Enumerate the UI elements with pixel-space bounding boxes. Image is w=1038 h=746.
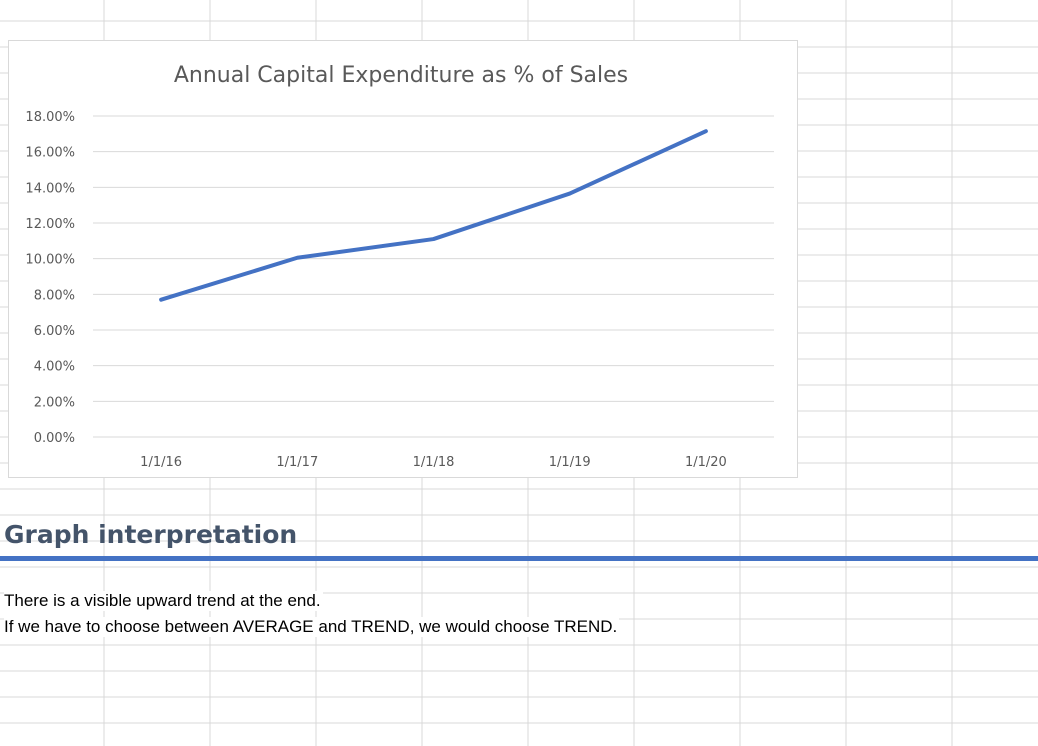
x-tick-label: 1/1/16 [140,455,182,470]
data-point [433,238,434,240]
y-tick-label: 10.00% [25,253,75,268]
x-tick-label: 1/1/17 [276,455,318,470]
y-tick-label: 0.00% [34,431,75,446]
chart-gridlines [93,115,774,438]
y-tick-label: 14.00% [25,181,75,196]
chart-container[interactable]: Annual Capital Expenditure as % of Sales… [8,40,798,478]
x-tick-label: 1/1/18 [413,455,455,470]
x-tick-label: 1/1/20 [685,455,727,470]
data-point [160,299,162,301]
y-tick-label: 4.00% [34,360,75,375]
y-tick-label: 2.00% [34,395,75,410]
y-tick-label: 6.00% [34,324,75,339]
y-tick-label: 18.00% [25,110,75,125]
y-tick-label: 8.00% [34,288,75,303]
data-point [296,257,298,259]
line-chart: Annual Capital Expenditure as % of Sales… [25,63,774,470]
heading-underline [0,556,1038,561]
y-tick-label: 12.00% [25,217,75,232]
interpretation-line-1: There is a visible upward trend at the e… [4,591,323,611]
x-axis-tick-labels: 1/1/16 1/1/17 1/1/18 1/1/19 1/1/20 [140,455,727,470]
data-point [705,130,707,132]
series-line-0 [159,129,708,302]
chart-title: Annual Capital Expenditure as % of Sales [174,63,628,88]
x-tick-label: 1/1/19 [549,455,591,470]
data-point [569,193,571,195]
series-layer [159,129,708,302]
y-axis-tick-labels: 18.00% 16.00% 14.00% 12.00% 10.00% 8.00% 6.00%… [25,110,75,446]
y-tick-label: 16.00% [25,146,75,161]
graph-interpretation-heading: Graph interpretation [4,520,298,549]
interpretation-line-2: If we have to choose between AVERAGE and… [4,617,620,637]
